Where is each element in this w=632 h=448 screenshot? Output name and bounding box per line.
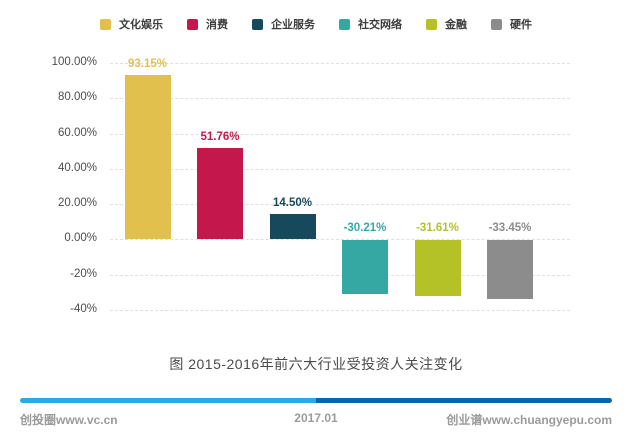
gridline [110,133,570,135]
legend-item: 消费 [187,16,228,32]
y-tick-label: 100.00% [51,56,97,68]
bar-value-label: 51.76% [200,131,240,144]
legend-item: 文化娱乐 [100,16,163,32]
bar-value-label: -30.21% [343,222,387,235]
legend-item: 企业服务 [252,16,315,32]
legend-item: 金融 [426,16,467,32]
footer-divider-bar [20,398,612,403]
gridline [110,310,570,311]
footer-right-credit: 创业谱www.chuangyepu.com [446,413,612,427]
legend-label: 消费 [206,19,228,31]
bar-value-label: -31.61% [416,222,459,235]
y-tick-label: -40% [70,303,97,315]
bar [342,240,388,294]
chart-legend: 文化娱乐 消费 企业服务 社交网络 金融 硬件 [0,16,632,32]
legend-swatch-icon [491,18,502,30]
bar [414,240,461,297]
bar-value-label: 14.50% [272,196,312,209]
legend-swatch-icon [426,18,437,30]
y-tick-label: 80.00% [57,91,97,104]
legend-swatch-icon [252,18,263,30]
footer-left-credit: 创投圈www.vc.cn [20,413,118,427]
legend-swatch-icon [339,18,350,30]
gridline [110,274,570,276]
y-tick-label: 40.00% [57,161,97,174]
legend-label: 文化娱乐 [119,19,163,31]
gridline [110,63,570,64]
bar [487,240,533,300]
legend-swatch-icon [187,18,198,30]
y-tick-label: 60.00% [57,126,97,139]
footer-date: 2017.01 [294,411,338,425]
legend-item: 硬件 [491,16,532,32]
bar [269,213,316,240]
gridline [110,98,570,100]
gridline [110,204,570,206]
legend-label: 社交网络 [358,19,402,31]
y-axis-labels: 100.00% 80.00% 60.00% 40.00% 20.00% 0.00% -20%… [0,56,97,315]
legend-label: 企业服务 [271,19,315,31]
y-tick-label: -20% [70,267,97,280]
bar-value-label: -33.45% [488,222,532,235]
y-tick-label: 0.00% [64,232,97,245]
gridline [110,239,570,241]
chart-title: 图 2015-2016年前六大行业受投资人关注变化 [169,356,463,372]
legend-label: 硬件 [510,19,532,31]
bar-value-label: 93.15% [127,58,167,71]
y-tick-label: 20.00% [57,197,97,210]
bar [124,75,171,240]
gridline [110,168,570,170]
legend-label: 金融 [445,19,467,31]
plot-area: 93.15% 51.76% 14.50% -30.21% -31.61% -33.45% [110,58,570,311]
bar [197,148,243,240]
legend-swatch-icon [100,18,111,30]
legend-item: 社交网络 [339,16,402,32]
